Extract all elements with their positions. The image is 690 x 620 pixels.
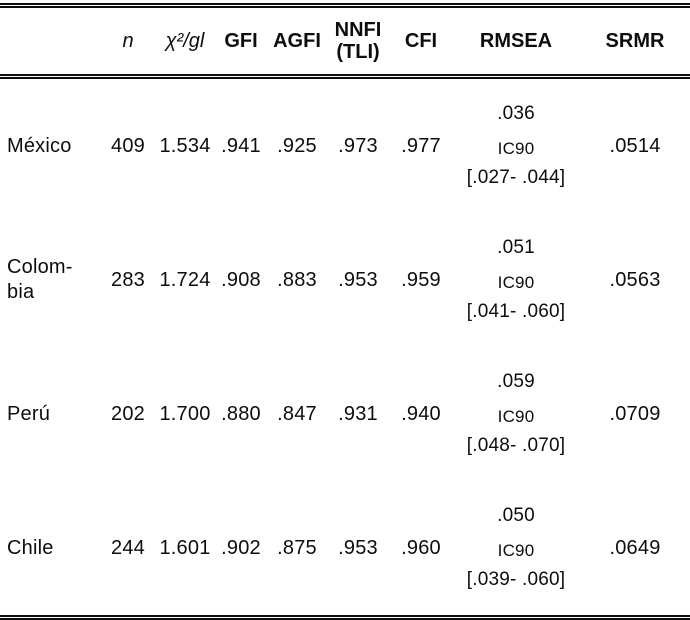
header-rmsea: RMSEA [452, 5, 580, 79]
gfi-value: .902 [221, 536, 261, 559]
country-label: Colom- bia [7, 256, 73, 303]
gfi-value: .941 [221, 134, 261, 157]
country-label: Chile [7, 536, 54, 559]
table-row-peru: Perú 202 1.700 .880 .847 .931 .940 .059 … [0, 347, 690, 481]
gfi-value: .908 [221, 268, 261, 291]
srmr-value: .0709 [609, 402, 661, 425]
srmr-value: .0649 [609, 536, 661, 559]
n-value: 202 [111, 402, 145, 425]
header-gfi: GFI [214, 5, 268, 79]
chi2gl-value: 1.724 [159, 268, 211, 291]
agfi-value: .847 [277, 402, 317, 425]
nnfi-value: .953 [338, 536, 378, 559]
rmsea-value: .051 [497, 237, 535, 258]
nnfi-value: .931 [338, 402, 378, 425]
country-label: Perú [7, 402, 51, 425]
rmsea-ci-interval: [.048- .070] [466, 435, 566, 456]
header-row: n χ²/gl GFI AGFI NNFI (TLI) CFI RMSEA SR… [0, 5, 690, 79]
rmsea-ci-label: IC90 [497, 407, 535, 426]
cfi-value: .959 [401, 268, 441, 291]
rmsea-ci-interval: [.041- .060] [466, 301, 566, 322]
rmsea-ci-interval: [.027- .044] [466, 167, 566, 188]
agfi-value: .883 [277, 268, 317, 291]
header-nnfi-tli: NNFI (TLI) [326, 5, 390, 79]
cfi-value: .977 [401, 134, 441, 157]
header-srmr: SRMR [580, 5, 690, 79]
header-country [0, 5, 100, 79]
srmr-value: .0563 [609, 268, 661, 291]
n-value: 283 [111, 268, 145, 291]
n-value: 409 [111, 134, 145, 157]
table-row-colombia: Colom- bia 283 1.724 .908 .883 .953 .959… [0, 213, 690, 347]
chi2gl-value: 1.601 [159, 536, 211, 559]
rmsea-cell: .059 IC90 [.048- .070] [452, 347, 580, 481]
chi2gl-value: 1.534 [159, 134, 211, 157]
table-row-mexico: México 409 1.534 .941 .925 .973 .977 .03… [0, 77, 690, 214]
header-n: n [100, 5, 156, 79]
agfi-value: .925 [277, 134, 317, 157]
rmsea-value: .059 [497, 371, 535, 392]
rmsea-ci-label: IC90 [497, 541, 535, 560]
n-value: 244 [111, 536, 145, 559]
cfi-value: .960 [401, 536, 441, 559]
srmr-value: .0514 [609, 134, 661, 157]
table-row-chile: Chile 244 1.601 .902 .875 .953 .960 .050… [0, 481, 690, 618]
rmsea-cell: .036 IC90 [.027- .044] [452, 77, 580, 214]
rmsea-ci-label: IC90 [497, 139, 535, 158]
chi2gl-value: 1.700 [159, 402, 211, 425]
cfi-value: .940 [401, 402, 441, 425]
rmsea-value: .036 [497, 103, 535, 124]
rmsea-ci-interval: [.039- .060] [466, 569, 566, 590]
country-label: México [7, 134, 72, 157]
rmsea-cell: .051 IC90 [.041- .060] [452, 213, 580, 347]
fit-indices-table: n χ²/gl GFI AGFI NNFI (TLI) CFI RMSEA SR… [0, 3, 690, 620]
rmsea-ci-label: IC90 [497, 273, 535, 292]
header-cfi: CFI [390, 5, 452, 79]
agfi-value: .875 [277, 536, 317, 559]
nnfi-value: .973 [338, 134, 378, 157]
rmsea-value: .050 [497, 505, 535, 526]
nnfi-value: .953 [338, 268, 378, 291]
gfi-value: .880 [221, 402, 261, 425]
header-chi2gl: χ²/gl [156, 5, 214, 79]
rmsea-cell: .050 IC90 [.039- .060] [452, 481, 580, 618]
header-agfi: AGFI [268, 5, 326, 79]
